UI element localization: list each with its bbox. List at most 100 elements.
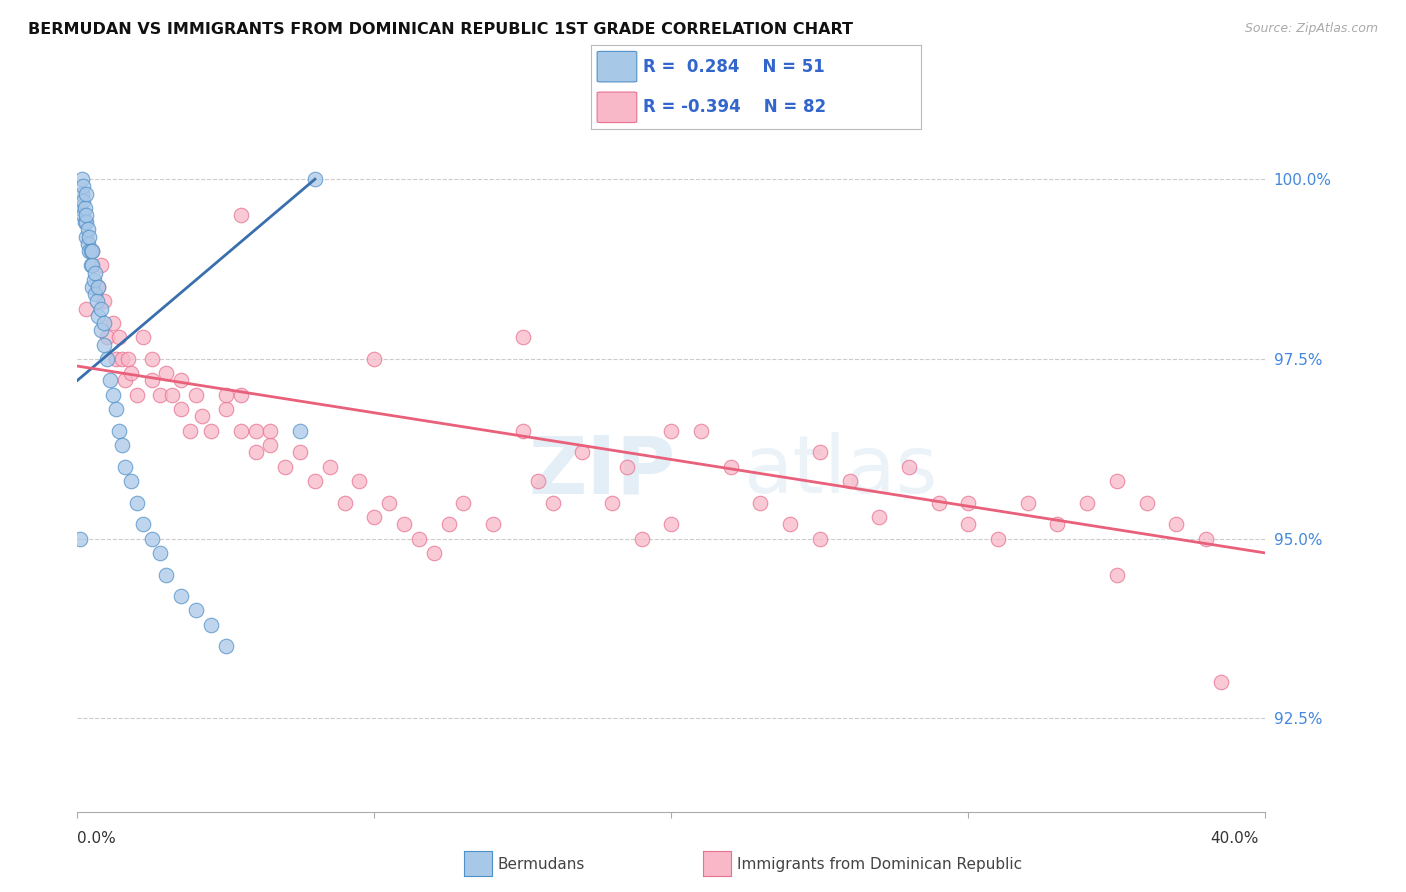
Point xyxy=(868,510,890,524)
Point xyxy=(125,495,148,509)
Point xyxy=(928,495,950,509)
Point xyxy=(215,402,238,417)
Text: atlas: atlas xyxy=(742,432,936,510)
Point xyxy=(155,567,177,582)
Point xyxy=(1017,495,1039,509)
Point xyxy=(114,459,136,474)
Point xyxy=(408,532,430,546)
Point xyxy=(82,259,104,273)
Point xyxy=(661,424,683,438)
Point xyxy=(1166,517,1188,532)
Point xyxy=(229,208,252,222)
Point xyxy=(93,337,115,351)
Point xyxy=(512,330,534,344)
Point xyxy=(259,438,281,452)
Point xyxy=(1195,532,1218,546)
Point xyxy=(215,640,238,654)
Point xyxy=(76,236,98,251)
Point xyxy=(333,495,356,509)
Point xyxy=(1105,474,1128,488)
Point xyxy=(779,517,801,532)
Point xyxy=(155,366,177,380)
Point xyxy=(245,445,267,459)
Point xyxy=(170,374,193,388)
Point xyxy=(630,532,652,546)
Point xyxy=(149,388,172,402)
Point xyxy=(191,409,214,424)
Text: Bermudans: Bermudans xyxy=(498,857,585,871)
Point xyxy=(93,294,115,309)
Point xyxy=(229,388,252,402)
Point xyxy=(898,459,921,474)
Point xyxy=(437,517,460,532)
Text: 0.0%: 0.0% xyxy=(77,831,117,846)
Point xyxy=(1046,517,1069,532)
Point xyxy=(75,301,97,316)
Point xyxy=(162,388,184,402)
Point xyxy=(87,280,110,294)
Point xyxy=(87,280,110,294)
Point xyxy=(120,366,142,380)
Point xyxy=(616,459,638,474)
Point xyxy=(661,517,683,532)
Point xyxy=(149,546,172,560)
Point xyxy=(987,532,1010,546)
Point xyxy=(259,424,281,438)
Text: BERMUDAN VS IMMIGRANTS FROM DOMINICAN REPUBLIC 1ST GRADE CORRELATION CHART: BERMUDAN VS IMMIGRANTS FROM DOMINICAN RE… xyxy=(28,22,853,37)
Text: R =  0.284    N = 51: R = 0.284 N = 51 xyxy=(644,58,825,76)
Point xyxy=(73,215,96,229)
Point xyxy=(104,351,127,366)
Point xyxy=(131,330,153,344)
Point xyxy=(73,201,96,215)
Point xyxy=(77,229,100,244)
Point xyxy=(200,424,222,438)
Point xyxy=(838,474,860,488)
Point xyxy=(69,532,91,546)
Point xyxy=(90,259,112,273)
Point xyxy=(229,424,252,438)
Point xyxy=(749,495,772,509)
Point xyxy=(108,424,131,438)
Point xyxy=(101,316,124,330)
Point xyxy=(690,424,713,438)
Point xyxy=(304,172,326,186)
Point xyxy=(526,474,548,488)
Point xyxy=(82,280,104,294)
Point xyxy=(111,351,134,366)
Point xyxy=(86,294,108,309)
Point xyxy=(600,495,623,509)
Point xyxy=(117,351,139,366)
Point xyxy=(69,201,91,215)
Point xyxy=(96,330,118,344)
Point xyxy=(378,495,401,509)
Point xyxy=(179,424,201,438)
Point xyxy=(720,459,742,474)
Point xyxy=(84,266,107,280)
Point xyxy=(72,208,94,222)
Point xyxy=(1076,495,1098,509)
Point xyxy=(215,388,238,402)
Point xyxy=(77,244,100,258)
Point xyxy=(90,323,112,337)
Point xyxy=(75,215,97,229)
Point xyxy=(87,309,110,323)
Point xyxy=(90,301,112,316)
Point xyxy=(170,589,193,603)
Point xyxy=(104,402,127,417)
Point xyxy=(83,273,105,287)
Point xyxy=(108,330,131,344)
Point xyxy=(512,424,534,438)
Point xyxy=(200,617,222,632)
Point xyxy=(541,495,564,509)
Point xyxy=(170,402,193,417)
FancyBboxPatch shape xyxy=(598,52,637,82)
Point xyxy=(80,244,103,258)
Text: 40.0%: 40.0% xyxy=(1211,831,1258,846)
Point xyxy=(111,438,134,452)
Point xyxy=(245,424,267,438)
Point xyxy=(186,603,208,617)
Point xyxy=(98,374,121,388)
Point xyxy=(114,374,136,388)
Text: Immigrants from Dominican Republic: Immigrants from Dominican Republic xyxy=(737,857,1022,871)
Point xyxy=(957,517,980,532)
